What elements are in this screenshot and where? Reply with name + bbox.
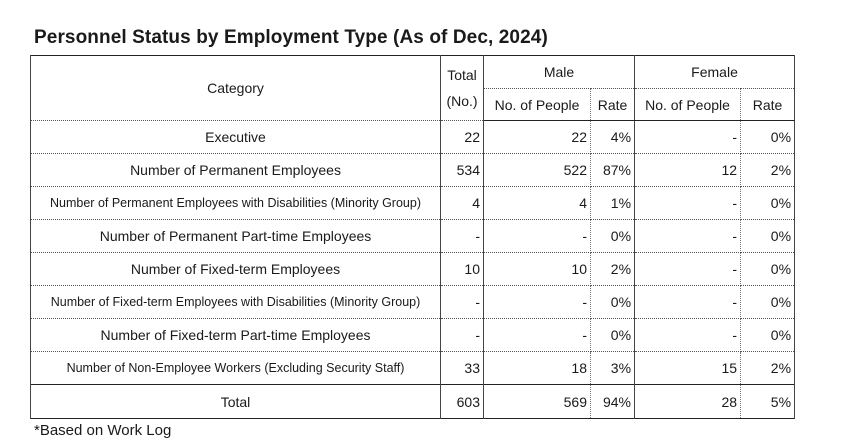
total-total: 603 xyxy=(440,384,484,419)
row-male-rate: 0% xyxy=(589,219,636,253)
row-male-people: - xyxy=(483,219,591,253)
header-male-rate: Rate xyxy=(589,88,636,121)
page-title: Personnel Status by Employment Type (As … xyxy=(34,27,548,48)
row-total: 4 xyxy=(440,186,484,220)
row-female-rate: 2% xyxy=(740,351,796,385)
table-row: Number of Non-Employee Workers (Excludin… xyxy=(30,351,796,385)
row-category: Number of Permanent Employees xyxy=(30,153,441,187)
row-female-rate: 0% xyxy=(740,219,796,253)
row-male-rate: 2% xyxy=(589,252,636,286)
header-female-rate: Rate xyxy=(740,88,796,121)
row-female-rate: 2% xyxy=(740,153,796,187)
table-row: Number of Fixed-term Employees 10 10 2% … xyxy=(30,252,796,286)
header-male: Male xyxy=(482,55,636,89)
row-total: - xyxy=(440,219,484,253)
row-total: 22 xyxy=(440,120,484,154)
row-male-people: 22 xyxy=(483,120,591,154)
row-female-rate: 0% xyxy=(740,186,796,220)
header-total-line1: Total xyxy=(447,67,477,83)
row-female-people: - xyxy=(634,219,742,253)
row-total: 534 xyxy=(440,153,484,187)
table-row: Number of Permanent Part-time Employees … xyxy=(30,219,796,253)
row-category: Executive xyxy=(30,120,441,154)
row-female-rate: 0% xyxy=(740,318,796,352)
row-category: Number of Non-Employee Workers (Excludin… xyxy=(30,351,441,385)
row-total: 10 xyxy=(440,252,484,286)
row-total: 33 xyxy=(440,351,484,385)
row-male-people: 522 xyxy=(483,153,591,187)
row-male-people: - xyxy=(483,318,591,352)
total-male-people: 569 xyxy=(483,384,591,419)
row-category: Number of Fixed-term Employees with Disa… xyxy=(30,285,441,319)
header-female-people: No. of People xyxy=(634,88,742,121)
row-male-people: 10 xyxy=(483,252,591,286)
row-female-people: - xyxy=(634,120,742,154)
row-male-rate: 0% xyxy=(589,285,636,319)
total-female-rate: 5% xyxy=(740,384,796,419)
row-male-people: 18 xyxy=(483,351,591,385)
row-female-people: 12 xyxy=(634,153,742,187)
row-female-rate: 0% xyxy=(740,285,796,319)
row-category: Number of Fixed-term Part-time Employees xyxy=(30,318,441,352)
header-category: Category xyxy=(30,55,441,121)
row-male-rate: 1% xyxy=(589,186,636,220)
row-male-people: - xyxy=(483,285,591,319)
table-row: Executive 22 22 4% - 0% xyxy=(30,120,796,154)
row-male-rate: 3% xyxy=(589,351,636,385)
row-male-rate: 4% xyxy=(589,120,636,154)
row-female-people: - xyxy=(634,252,742,286)
total-category: Total xyxy=(30,384,441,419)
row-female-rate: 0% xyxy=(740,120,796,154)
row-category: Number of Fixed-term Employees xyxy=(30,252,441,286)
table-subheader-row: No. of People Rate No. of People Rate xyxy=(31,88,796,121)
footnote: *Based on Work Log xyxy=(34,422,172,439)
table-header-row: Category Total (No.) Male Female xyxy=(30,55,796,121)
table-row: Number of Permanent Employees with Disab… xyxy=(30,186,796,220)
row-female-people: 15 xyxy=(634,351,742,385)
row-category: Number of Permanent Part-time Employees xyxy=(30,219,441,253)
row-female-rate: 0% xyxy=(740,252,796,286)
row-total: - xyxy=(440,285,484,319)
personnel-status-table: Category Total (No.) Male Female No. of … xyxy=(30,55,796,419)
row-category: Number of Permanent Employees with Disab… xyxy=(30,186,441,220)
table-row: Number of Fixed-term Part-time Employees… xyxy=(30,318,796,352)
row-male-rate: 87% xyxy=(589,153,636,187)
table-row: Number of Permanent Employees 534 522 87… xyxy=(30,153,796,187)
header-total: Total (No.) xyxy=(440,55,484,121)
table-row: Number of Fixed-term Employees with Disa… xyxy=(30,285,796,319)
header-female: Female xyxy=(634,55,796,89)
total-male-rate: 94% xyxy=(589,384,636,419)
row-male-rate: 0% xyxy=(589,318,636,352)
row-female-people: - xyxy=(634,186,742,220)
row-male-people: 4 xyxy=(483,186,591,220)
row-female-people: - xyxy=(634,285,742,319)
row-total: - xyxy=(440,318,484,352)
table-total-row: Total 603 569 94% 28 5% xyxy=(30,384,796,419)
header-male-people: No. of People xyxy=(483,88,591,121)
row-female-people: - xyxy=(634,318,742,352)
header-total-line2: (No.) xyxy=(446,93,478,109)
total-female-people: 28 xyxy=(634,384,742,419)
